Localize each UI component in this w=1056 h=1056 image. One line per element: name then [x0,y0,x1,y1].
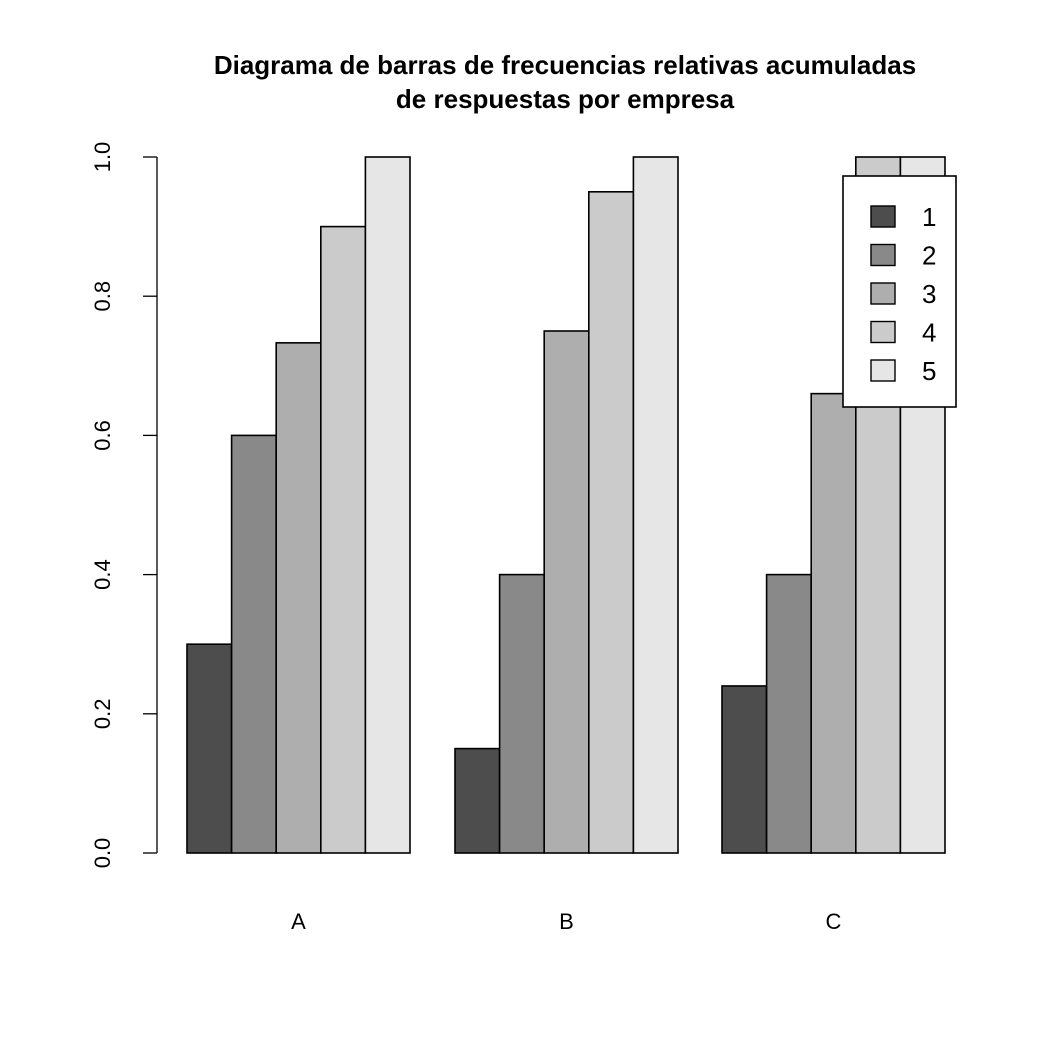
legend-label: 2 [922,241,936,271]
bar-B-1 [454,747,501,854]
bar-B-3 [543,330,590,854]
legend-swatch [870,205,896,228]
bar-B-5 [632,156,679,854]
category-label: A [291,909,306,934]
legend-label: 1 [922,202,936,232]
legend-label: 3 [922,279,936,309]
bar-A-4 [319,225,367,854]
bar-A-2 [230,434,278,854]
bar-A-1 [186,643,233,854]
bar-A-5 [364,156,411,854]
legend-swatch [870,243,896,267]
chart-subtitle: de respuestas por empresa [396,84,735,114]
bar-C-2 [765,573,812,854]
legend-swatch [870,282,896,305]
bar-A-3 [275,342,322,854]
y-tick-label: 1.0 [90,142,115,173]
bar-B-4 [587,191,635,854]
y-tick-label: 0.4 [90,559,115,590]
legend-swatch [870,359,896,382]
y-axis: 0.0 0.2 0.4 0.6 0.8 1.0 [90,142,158,869]
y-tick-label: 0.2 [90,699,115,730]
legend-swatch [870,320,896,344]
bar-C-1 [721,685,768,854]
legend-label: 4 [922,318,936,348]
bar-C-3 [810,392,857,854]
y-tick-label: 0.0 [90,838,115,869]
legend-label: 5 [922,356,936,386]
category-label: B [559,909,574,934]
y-tick-label: 0.6 [90,420,115,451]
y-tick-label: 0.8 [90,281,115,312]
legend-box [842,175,957,408]
category-labels: A B C [291,909,841,934]
legend: 1 2 3 4 5 [842,175,957,408]
category-label: C [826,909,842,934]
chart-title: Diagrama de barras de frecuencias relati… [214,50,916,80]
bar-B-2 [498,573,546,854]
